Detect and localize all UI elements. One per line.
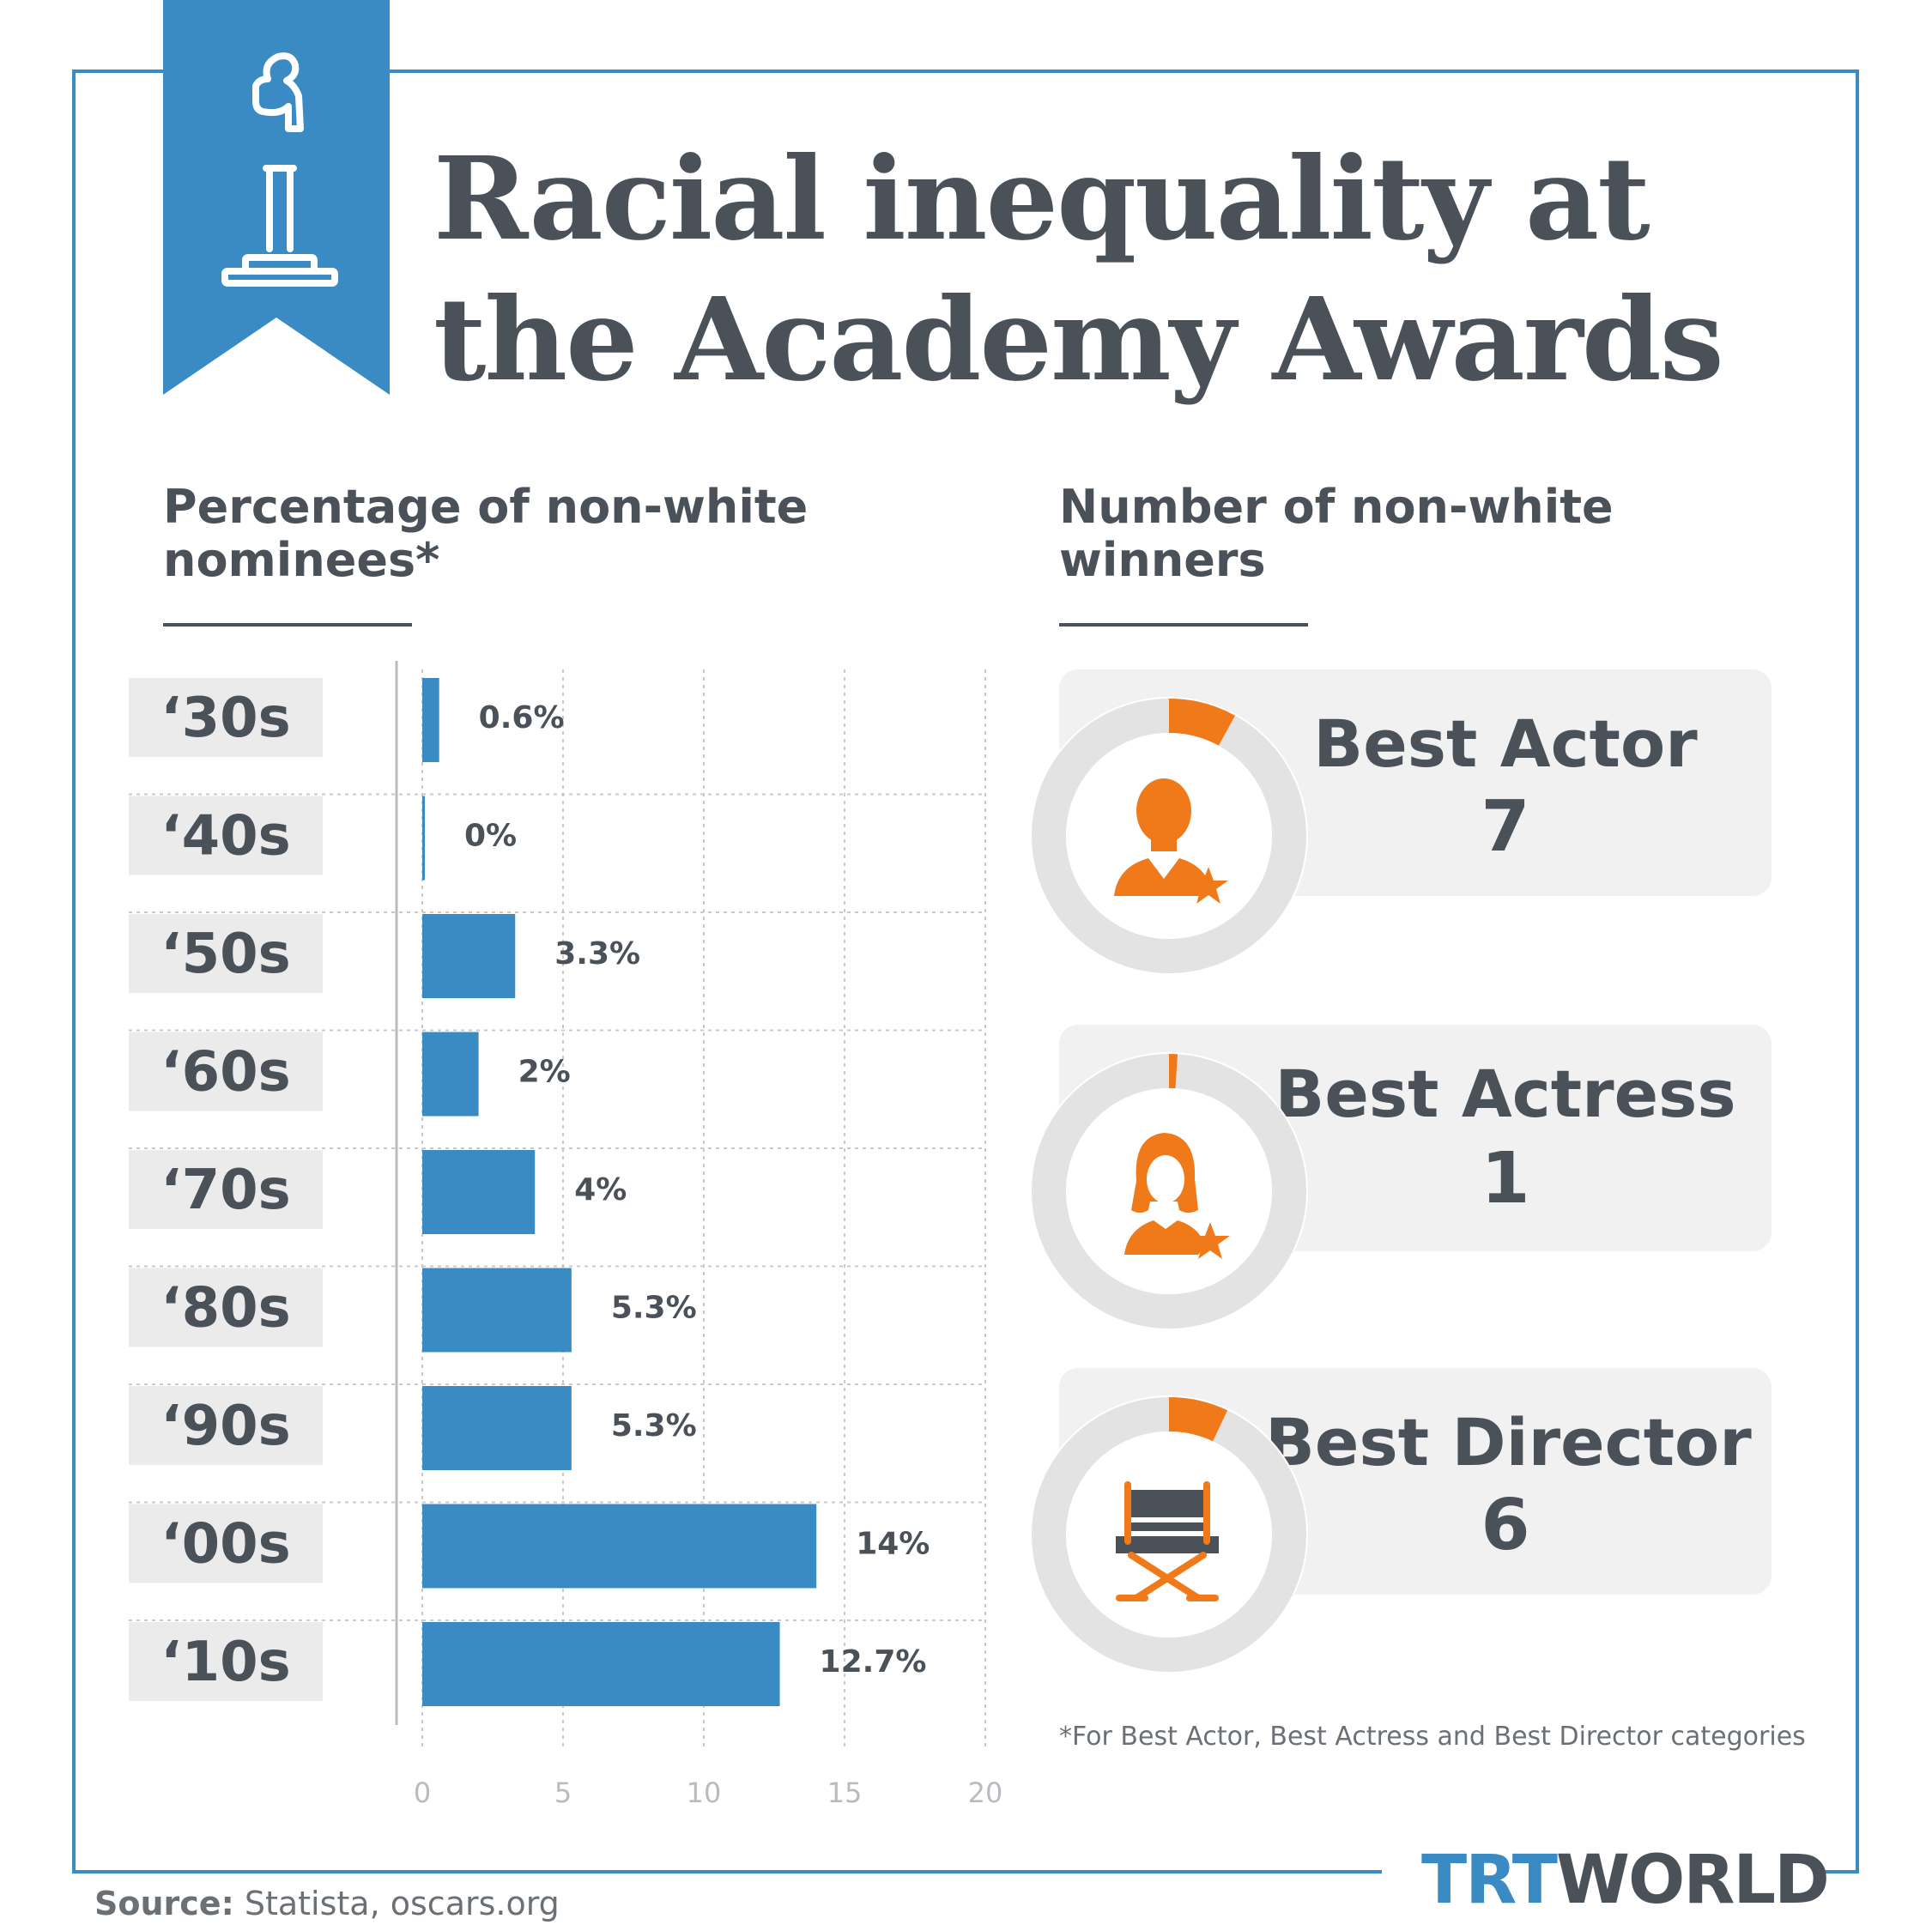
award-count: 1 bbox=[1481, 1138, 1530, 1220]
x-tick-label: 15 bbox=[827, 1777, 863, 1809]
category-label-bg bbox=[129, 678, 323, 757]
category-label-bg bbox=[129, 1386, 323, 1465]
category-label: ‘40s bbox=[160, 805, 290, 869]
x-tick-label: 5 bbox=[554, 1777, 572, 1809]
frame-border bbox=[72, 70, 1859, 1873]
right-heading-line-1: Number of non-white bbox=[1059, 480, 1614, 534]
left-heading-line-1: Percentage of non-white bbox=[163, 480, 809, 534]
category-label-bg bbox=[129, 1504, 323, 1583]
oscar-statuette-icon bbox=[163, 0, 390, 395]
category-label-bg bbox=[129, 1268, 323, 1347]
donut-segment bbox=[1168, 1397, 1228, 1442]
right-heading: Number of non-white winners bbox=[1059, 481, 1746, 587]
x-tick-label: 0 bbox=[414, 1777, 431, 1809]
category-label: ‘80s bbox=[160, 1277, 290, 1341]
bar bbox=[422, 796, 425, 881]
director-chair-icon bbox=[1116, 1481, 1219, 1601]
actress-icon bbox=[1124, 1133, 1230, 1259]
bar bbox=[422, 1386, 572, 1470]
category-label: ‘60s bbox=[160, 1041, 290, 1105]
actor-icon bbox=[1114, 778, 1228, 904]
award-name: Best Actor bbox=[1313, 705, 1698, 782]
award-count: 6 bbox=[1481, 1485, 1530, 1566]
value-label: 5.3% bbox=[611, 1408, 697, 1444]
left-heading: Percentage of non-white nominees* bbox=[163, 481, 850, 587]
title-line-2: the Academy Awards bbox=[433, 273, 1724, 407]
source-text: Statista, oscars.org bbox=[233, 1885, 560, 1922]
category-label: ‘50s bbox=[160, 923, 290, 986]
bar bbox=[422, 914, 516, 998]
category-label: ‘30s bbox=[160, 687, 290, 750]
value-label: 3.3% bbox=[554, 936, 640, 972]
category-label-bg bbox=[129, 1622, 323, 1701]
category-label-bg bbox=[129, 796, 323, 875]
x-tick-label: 20 bbox=[968, 1777, 1003, 1809]
trt-world-logo: TRTWORLD bbox=[1421, 1842, 1830, 1919]
right-heading-line-2: winners bbox=[1059, 533, 1266, 587]
category-label-bg bbox=[129, 914, 323, 993]
logo-trt: TRT bbox=[1421, 1842, 1558, 1919]
footnote: *For Best Actor, Best Actress and Best D… bbox=[1059, 1722, 1806, 1752]
donut-best-actress bbox=[1030, 1052, 1308, 1330]
bar bbox=[422, 1032, 479, 1117]
donut-segment bbox=[1168, 699, 1236, 747]
bar bbox=[422, 1504, 817, 1589]
value-label: 0% bbox=[464, 819, 517, 854]
bar bbox=[422, 1268, 572, 1353]
award-count: 7 bbox=[1481, 786, 1530, 868]
award-name: Best Actress bbox=[1275, 1056, 1736, 1132]
x-tick-label: 10 bbox=[687, 1777, 722, 1809]
award-name: Best Director bbox=[1265, 1404, 1752, 1480]
value-label: 14% bbox=[856, 1527, 930, 1562]
bar-chart-svg: 0 5 10 15 20 ‘30s 0.6% ‘40s 0% ‘50s 3.3% ‘60s 2% ‘70s… bbox=[129, 661, 1003, 1809]
category-label: ‘00s bbox=[160, 1513, 290, 1577]
title-line-1: Racial inequality at bbox=[433, 132, 1650, 266]
value-label: 4% bbox=[574, 1172, 627, 1208]
page-title: Racial inequality at the Academy Awards bbox=[433, 129, 1724, 410]
value-label: 5.3% bbox=[611, 1291, 697, 1326]
left-heading-rule bbox=[163, 623, 412, 627]
logo-world: WORLD bbox=[1555, 1842, 1830, 1919]
value-label: 12.7% bbox=[820, 1644, 927, 1680]
nominees-bar-chart: 0 5 10 15 20 ‘30s 0.6% ‘40s 0% ‘50s 3.3% ‘60s 2% ‘70s… bbox=[129, 661, 1039, 1811]
bar bbox=[422, 1622, 780, 1706]
category-label-bg bbox=[129, 1032, 323, 1111]
left-heading-line-2: nominees* bbox=[163, 533, 440, 587]
value-label: 2% bbox=[518, 1055, 571, 1090]
category-label-bg bbox=[129, 1150, 323, 1229]
source-line: Source: Statista, oscars.org bbox=[94, 1885, 560, 1922]
bar bbox=[422, 678, 439, 762]
value-label: 0.6% bbox=[479, 700, 565, 735]
bar bbox=[422, 1150, 536, 1234]
category-label: ‘90s bbox=[160, 1395, 290, 1458]
source-label: Source: bbox=[94, 1885, 234, 1922]
donut-best-actor bbox=[1030, 697, 1308, 975]
donut-best-director bbox=[1030, 1395, 1308, 1674]
category-label: ‘70s bbox=[160, 1159, 290, 1222]
category-label: ‘10s bbox=[160, 1631, 290, 1694]
right-heading-rule bbox=[1059, 623, 1308, 627]
